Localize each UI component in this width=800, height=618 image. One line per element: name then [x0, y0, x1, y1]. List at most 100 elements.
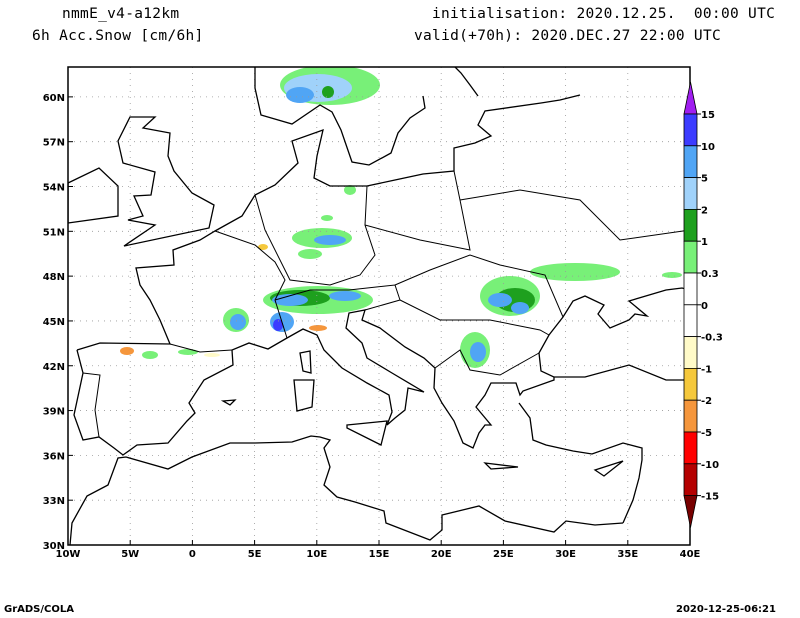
- snow-area-pyrenees-negative: [204, 353, 220, 357]
- border-central: [394, 254, 564, 318]
- snow-area-norway-peak: [286, 87, 314, 103]
- island-sicily: [346, 420, 388, 446]
- border-alps: [274, 284, 401, 311]
- border-france-east: [214, 230, 288, 339]
- border-spain-portugal: [82, 372, 101, 438]
- colorbar-label: -2: [701, 396, 712, 407]
- lon-tick-label: 0: [189, 549, 196, 560]
- coastline-mediterranean: [73, 287, 690, 456]
- lat-tick-label: 39N: [43, 407, 65, 418]
- colorbar-segment: [683, 240, 698, 274]
- colorbar-segment: [683, 463, 698, 496]
- colorbar-label: -5: [701, 428, 712, 439]
- snow-area-belgium-negative: [258, 244, 268, 250]
- snow-area-spain: [142, 351, 158, 359]
- lat-tick-label: 60N: [43, 93, 65, 104]
- colorbar-segment: [683, 113, 698, 147]
- footer-grads-cola: GrADS/COLA: [4, 604, 74, 615]
- lat-tick-label: 36N: [43, 451, 65, 462]
- lon-tick-label: 35E: [617, 549, 638, 560]
- border-poland: [364, 170, 471, 251]
- colorbar-segment: [683, 367, 698, 401]
- island-great-britain: [117, 116, 215, 247]
- snow-area-baltic: [344, 185, 356, 195]
- border-pyrenees: [169, 343, 233, 353]
- colorbar-label: 1: [701, 237, 708, 248]
- island-ireland: [68, 167, 119, 224]
- colorbar-segment: [683, 399, 698, 433]
- lat-tick-label: 42N: [43, 362, 65, 373]
- lat-tick-label: 54N: [43, 183, 65, 194]
- colorbar-top-arrow: [683, 81, 698, 115]
- coastline-africa: [69, 435, 624, 545]
- coastline-europe: [76, 94, 581, 351]
- colorbar-segment: [683, 272, 698, 306]
- colorbar-label: -0.3: [701, 333, 723, 344]
- initialisation-time: initialisation: 2020.12.25. 00:00 UTC: [432, 6, 776, 22]
- island-sardinia: [293, 379, 315, 412]
- snow-area-alps-east: [329, 291, 361, 301]
- lat-tick-label: 57N: [43, 138, 65, 149]
- coastline-turkey-south: [518, 402, 643, 524]
- model-name: nmmE_v4-a12km: [62, 6, 180, 22]
- snow-area-norway-green: [322, 86, 334, 98]
- lat-tick-label: 45N: [43, 317, 65, 328]
- colorbar-label: 0: [701, 301, 708, 312]
- snow-area-massif-central-core: [230, 314, 246, 330]
- snow-area-spain-negative: [120, 347, 134, 355]
- lon-tick-label: 15E: [369, 549, 390, 560]
- lon-tick-label: 20E: [431, 549, 452, 560]
- field-title: 6h Acc.Snow [cm/6h]: [32, 28, 204, 44]
- border-east: [459, 189, 690, 241]
- lon-tick-label: 5E: [248, 549, 262, 560]
- border-balkans-south: [434, 349, 540, 376]
- colorbar-label: 2: [701, 205, 708, 216]
- colorbar-segment: [683, 208, 698, 242]
- colorbar-label: 15: [701, 110, 715, 121]
- colorbar-label: -10: [701, 460, 719, 471]
- lon-tick-label: 10W: [56, 549, 81, 560]
- colorbar-label: -15: [701, 492, 719, 503]
- colorbar-label: 0.3: [701, 269, 719, 280]
- island-mallorca: [220, 399, 237, 406]
- border-balkans: [399, 299, 550, 336]
- snow-area-alps-core: [272, 294, 308, 306]
- lon-tick-label: 25E: [493, 549, 514, 560]
- island-crete: [483, 462, 519, 470]
- snow-area-carpathians-core2: [511, 302, 529, 314]
- colorbar-label: -1: [701, 364, 712, 375]
- lon-tick-label: 30E: [555, 549, 576, 560]
- axis-ticks: 10W 5W 0 5E 10E 15E 20E 25E 30E 35E 40E 30N 33N 36N 39…: [43, 93, 701, 560]
- colorbar-bottom-arrow: [683, 495, 698, 528]
- snow-area-ukraine: [530, 263, 620, 281]
- colorbar-segment: [683, 145, 698, 179]
- snow-area-germany-north: [321, 215, 333, 221]
- coastline-finland: [454, 67, 479, 97]
- lon-tick-label: 40E: [680, 549, 701, 560]
- snow-area-pyrenees: [178, 349, 198, 355]
- lon-tick-label: 5W: [121, 549, 139, 560]
- coastline-turkey-north: [554, 364, 690, 381]
- valid-time: valid(+70h): 2020.DEC.27 22:00 UTC: [414, 28, 722, 44]
- lon-tick-label: 10E: [306, 549, 327, 560]
- lat-tick-label: 30N: [43, 541, 65, 552]
- colorbar-segment: [683, 177, 698, 210]
- colorbar-segment: [683, 336, 698, 369]
- snow-area-germany-core: [314, 235, 346, 245]
- snow-area-germany-south: [298, 249, 322, 259]
- lat-tick-label: 51N: [43, 227, 65, 238]
- colorbar-segment: [683, 431, 698, 465]
- coastline-scandinavia: [254, 67, 426, 166]
- island-corsica: [299, 350, 312, 374]
- snow-area-apennines-negative: [309, 325, 327, 331]
- snow-area-balkans-core: [470, 342, 486, 362]
- colorbar-label: 5: [701, 174, 708, 185]
- snow-area-east: [662, 272, 682, 278]
- lat-tick-label: 48N: [43, 272, 65, 283]
- footer-timestamp: 2020-12-25-06:21: [676, 604, 776, 615]
- snow-field: [120, 67, 682, 368]
- colorbar: 15 10 5 2 1 0.3 0 -0.3 -1 -2 -5 -10 -15: [683, 81, 723, 528]
- snow-area-carpathians-core: [488, 293, 512, 307]
- border-germany: [254, 185, 376, 286]
